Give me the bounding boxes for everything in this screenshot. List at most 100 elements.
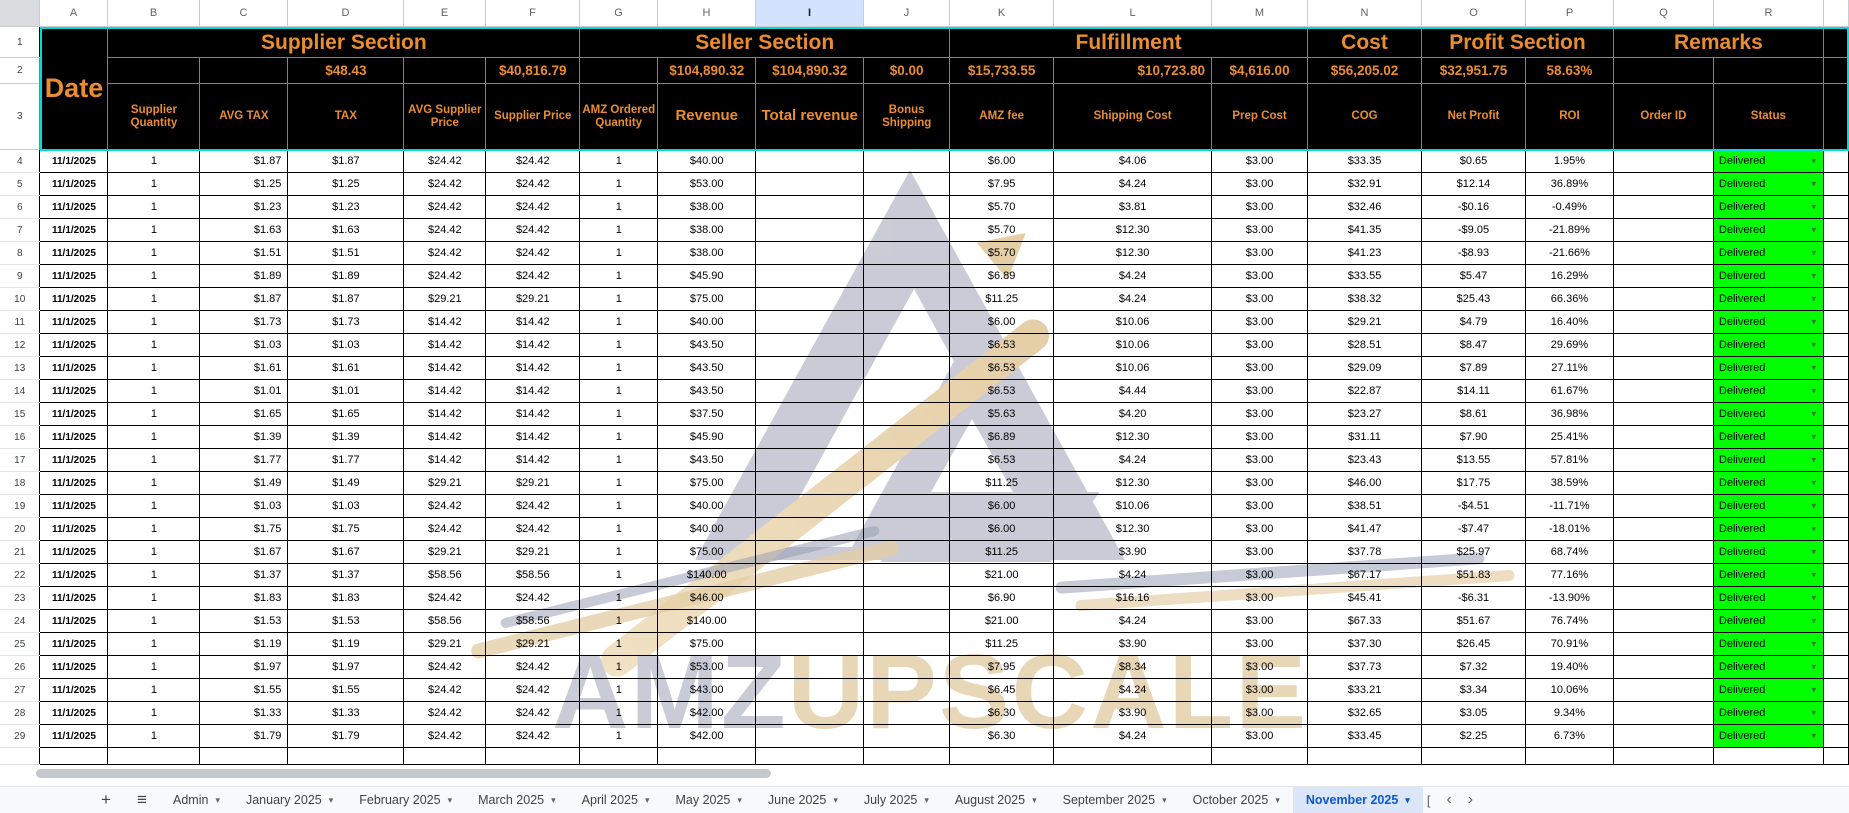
cell-clipped[interactable] — [1822, 701, 1849, 725]
col-header-avg-tax[interactable]: AVG TAX — [199, 83, 289, 150]
status-cell[interactable]: Delivered ▼ — [1712, 494, 1824, 518]
cell-date[interactable]: 11/1/2025 — [39, 425, 109, 449]
cell-cog[interactable]: $46.00 — [1307, 471, 1422, 495]
row-number[interactable]: 26 — [0, 655, 41, 679]
cell-revenue[interactable]: $40.00 — [657, 310, 757, 334]
cell-avg-tax[interactable]: $1.01 — [199, 379, 289, 403]
cell-shipping-cost[interactable]: $4.24 — [1053, 678, 1213, 702]
status-cell[interactable]: Delivered ▼ — [1712, 287, 1824, 311]
cell-avg-tax[interactable]: $1.49 — [199, 471, 289, 495]
sheet-tab-august-2025[interactable]: August 2025 ▾ — [942, 787, 1050, 813]
cell-shipping-cost[interactable]: $10.06 — [1053, 310, 1213, 334]
cell-supplier-price[interactable]: $14.42 — [485, 448, 581, 472]
cell-roi[interactable]: 70.91% — [1524, 632, 1614, 656]
cell-date[interactable]: 11/1/2025 — [39, 356, 109, 380]
cell-bonus-shipping[interactable] — [863, 195, 951, 219]
status-cell[interactable]: Delivered ▼ — [1712, 655, 1824, 679]
cell-supplier-price[interactable]: $24.42 — [485, 149, 581, 173]
cell-revenue[interactable]: $43.50 — [657, 356, 757, 380]
col-header-prep-cost[interactable]: Prep Cost — [1211, 83, 1309, 150]
cell[interactable] — [1822, 747, 1849, 765]
cell-prep-cost[interactable]: $3.00 — [1211, 172, 1309, 196]
dropdown-arrow-icon[interactable]: ▼ — [1809, 478, 1818, 488]
bonus-shipping-total-cell[interactable]: $0.00 — [863, 57, 951, 84]
cell-revenue[interactable]: $45.90 — [657, 264, 757, 288]
cell-amz-ordered-quantity[interactable]: 1 — [579, 333, 659, 357]
cell[interactable] — [107, 747, 201, 765]
cell-supplier-price[interactable]: $14.42 — [485, 356, 581, 380]
cell-bonus-shipping[interactable] — [863, 310, 951, 334]
cell-total-revenue[interactable] — [755, 241, 865, 265]
cell-revenue[interactable]: $38.00 — [657, 241, 757, 265]
status-cell[interactable]: Delivered ▼ — [1712, 540, 1824, 564]
cell-bonus-shipping[interactable] — [863, 540, 951, 564]
cell-supplier-price[interactable]: $14.42 — [485, 402, 581, 426]
cell-clipped[interactable] — [1822, 724, 1849, 748]
cell-supplier-price[interactable]: $29.21 — [485, 471, 581, 495]
cell-avg-supplier-price[interactable]: $14.42 — [403, 402, 487, 426]
cell-bonus-shipping[interactable] — [863, 471, 951, 495]
cell-revenue[interactable]: $140.00 — [657, 609, 757, 633]
column-header-P[interactable]: P — [1526, 0, 1614, 27]
cell-amz-ordered-quantity[interactable]: 1 — [579, 655, 659, 679]
total-revenue-total-cell[interactable]: $104,890.32 — [755, 57, 865, 84]
cell-tax[interactable]: $1.97 — [287, 655, 405, 679]
cell-roi[interactable]: 76.74% — [1524, 609, 1614, 633]
status-cell[interactable]: Delivered ▼ — [1712, 563, 1824, 587]
cell-supplier-quantity[interactable]: 1 — [107, 402, 201, 426]
cell-amz-fee[interactable]: $6.00 — [949, 517, 1055, 541]
cell-supplier-quantity[interactable]: 1 — [107, 586, 201, 610]
cell-order-id[interactable] — [1612, 701, 1714, 725]
cell-net-profit[interactable]: $3.34 — [1421, 678, 1526, 702]
seller-section-header[interactable]: Seller Section — [579, 27, 951, 58]
cell-date[interactable]: 11/1/2025 — [39, 195, 109, 219]
cell-bonus-shipping[interactable] — [863, 287, 951, 311]
cell-tax[interactable]: $1.73 — [287, 310, 405, 334]
cell-amz-fee[interactable]: $6.00 — [949, 310, 1055, 334]
cell-supplier-price[interactable]: $14.42 — [485, 379, 581, 403]
row-number[interactable]: 17 — [0, 448, 41, 472]
cell-cog[interactable]: $31.11 — [1307, 425, 1422, 449]
cell-avg-supplier-price[interactable]: $24.42 — [403, 701, 487, 725]
column-header-M[interactable]: M — [1212, 0, 1308, 27]
cell-tax[interactable]: $1.37 — [287, 563, 405, 587]
cell-net-profit[interactable]: $13.55 — [1421, 448, 1526, 472]
cell-prep-cost[interactable]: $3.00 — [1211, 149, 1309, 173]
cell-avg-tax[interactable]: $1.63 — [199, 218, 289, 242]
cell-amz-ordered-quantity[interactable]: 1 — [579, 678, 659, 702]
col-header-revenue[interactable]: Revenue — [657, 83, 757, 150]
cell-prep-cost[interactable]: $3.00 — [1211, 425, 1309, 449]
cell-roi[interactable]: 38.59% — [1524, 471, 1614, 495]
sheet-tab-october-2025[interactable]: October 2025 ▾ — [1180, 787, 1293, 813]
cell-date[interactable]: 11/1/2025 — [39, 172, 109, 196]
cell-revenue[interactable]: $75.00 — [657, 540, 757, 564]
cell-order-id[interactable] — [1612, 310, 1714, 334]
status-cell[interactable]: Delivered ▼ — [1712, 724, 1824, 748]
cell[interactable] — [1307, 747, 1422, 765]
status-cell[interactable]: Delivered ▼ — [1712, 425, 1824, 449]
cell-clipped[interactable] — [1822, 264, 1849, 288]
cell[interactable] — [755, 747, 865, 765]
cell-revenue[interactable]: $75.00 — [657, 471, 757, 495]
cell-cog[interactable]: $67.17 — [1307, 563, 1422, 587]
cell-shipping-cost[interactable]: $12.30 — [1053, 241, 1213, 265]
cell-shipping-cost[interactable]: $4.24 — [1053, 563, 1213, 587]
cell-amz-ordered-quantity[interactable]: 1 — [579, 494, 659, 518]
cell-prep-cost[interactable]: $3.00 — [1211, 586, 1309, 610]
cell-shipping-cost[interactable]: $4.24 — [1053, 724, 1213, 748]
dropdown-arrow-icon[interactable]: ▼ — [1809, 225, 1818, 235]
supplier-section-header[interactable]: Supplier Section — [107, 27, 581, 58]
cell-avg-tax[interactable]: $1.83 — [199, 586, 289, 610]
cell-total-revenue[interactable] — [755, 172, 865, 196]
cell[interactable] — [403, 747, 487, 765]
cell-roi[interactable]: -18.01% — [1524, 517, 1614, 541]
cell-order-id[interactable] — [1612, 517, 1714, 541]
dropdown-arrow-icon[interactable]: ▼ — [1809, 662, 1818, 672]
cell-amz-ordered-quantity[interactable]: 1 — [579, 172, 659, 196]
cell-total-revenue[interactable] — [755, 264, 865, 288]
cell-tax[interactable]: $1.49 — [287, 471, 405, 495]
cell-roi[interactable]: 61.67% — [1524, 379, 1614, 403]
cell-date[interactable]: 11/1/2025 — [39, 287, 109, 311]
cell-total-revenue[interactable] — [755, 448, 865, 472]
cell-clipped[interactable] — [1822, 379, 1849, 403]
